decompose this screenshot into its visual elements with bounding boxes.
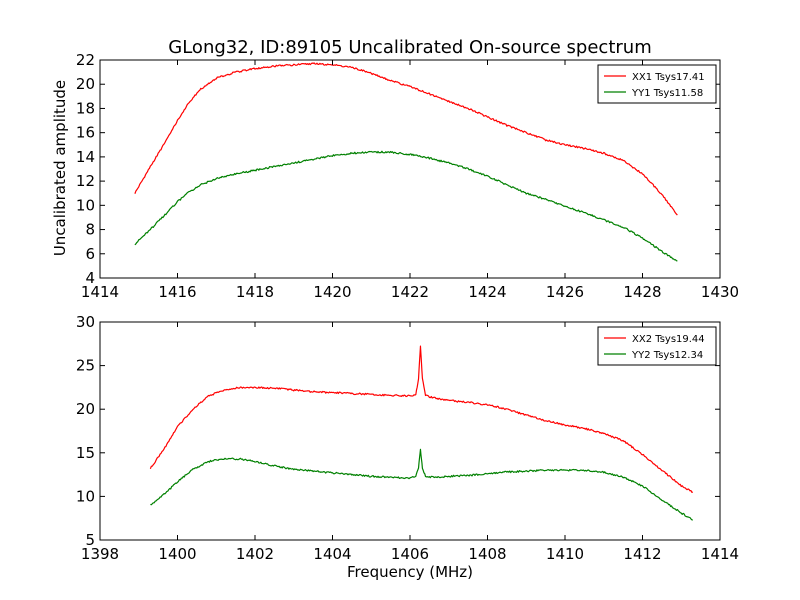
bottom-panel: 1398 1400 1402 1404 1406 1408 1410 1412 1414 5 10 1…	[76, 313, 739, 563]
top-y-tick-label: 22	[76, 51, 95, 69]
top-panel: 1414 1416 1418 1420 1422 1424 1426 1428 14304681…	[76, 51, 739, 301]
top-x-tick-label: 1424	[468, 283, 506, 301]
chart-title: GLong32, ID:89105 Uncalibrated On-source…	[168, 37, 651, 58]
top-x-tick-label: 1418	[236, 283, 274, 301]
bottom-y-tick-label: 25	[76, 357, 95, 375]
bottom-x-tick-label: 1402	[236, 545, 274, 563]
top-y-tick-label: 4	[85, 269, 95, 287]
top-series-line-2	[134, 150, 678, 262]
top-legend-label-1: XX1 Tsys17.41	[632, 72, 705, 83]
top-legend: XX1 Tsys17.41 YY1 Tsys11.58	[597, 64, 717, 104]
top-y-tick-label: 16	[76, 124, 95, 142]
top-y-tick-label: 20	[76, 75, 95, 93]
top-y-tick-label: 14	[76, 148, 95, 166]
bottom-x-tick-label: 1406	[391, 545, 429, 563]
bottom-y-tick-label: 5	[85, 531, 95, 549]
bottom-series-line-2	[150, 448, 693, 521]
top-y-tick-label: 18	[76, 99, 95, 117]
bottom-legend-label-1: XX2 Tsys19.44	[632, 334, 705, 345]
top-x-tick-label: 1420	[313, 283, 351, 301]
top-y-tick-label: 12	[76, 172, 95, 190]
top-legend-label-2: YY1 Tsys11.58	[631, 88, 703, 99]
bottom-x-tick-label: 1408	[468, 545, 506, 563]
bottom-legend-box	[597, 326, 717, 366]
bottom-y-tick-label: 30	[76, 313, 95, 331]
top-y-tick-label: 6	[85, 245, 95, 263]
bottom-x-tick-label: 1398	[81, 545, 119, 563]
bottom-y-tick-label: 20	[76, 400, 95, 418]
x-axis-label: Frequency (MHz)	[347, 563, 473, 581]
top-series-line-1	[134, 62, 678, 216]
bottom-x-tick-label: 1404	[313, 545, 351, 563]
top-x-tick-label: 1428	[623, 283, 661, 301]
top-y-tick-label: 10	[76, 196, 95, 214]
top-x-tick-label: 1416	[158, 283, 196, 301]
bottom-y-tick-label: 10	[76, 487, 95, 505]
bottom-x-tick-label: 1412	[623, 545, 661, 563]
bottom-x-tick-label: 1400	[158, 545, 196, 563]
bottom-legend-label-2: YY2 Tsys12.34	[631, 350, 703, 361]
top-x-tick-label: 1426	[546, 283, 584, 301]
bottom-x-tick-label: 1410	[546, 545, 584, 563]
top-x-tick-label: 1414	[81, 283, 119, 301]
bottom-y-tick-label: 15	[76, 444, 95, 462]
top-legend-box	[597, 64, 717, 104]
top-y-tick-label: 8	[85, 221, 95, 239]
top-x-tick-label: 1422	[391, 283, 429, 301]
top-x-tick-label: 1430	[701, 283, 739, 301]
bottom-legend: XX2 Tsys19.44 YY2 Tsys12.34	[597, 326, 717, 366]
bottom-x-tick-label: 1414	[701, 545, 739, 563]
y-axis-label: Uncalibrated amplitude	[51, 80, 69, 256]
bottom-series-line-1	[149, 345, 694, 493]
